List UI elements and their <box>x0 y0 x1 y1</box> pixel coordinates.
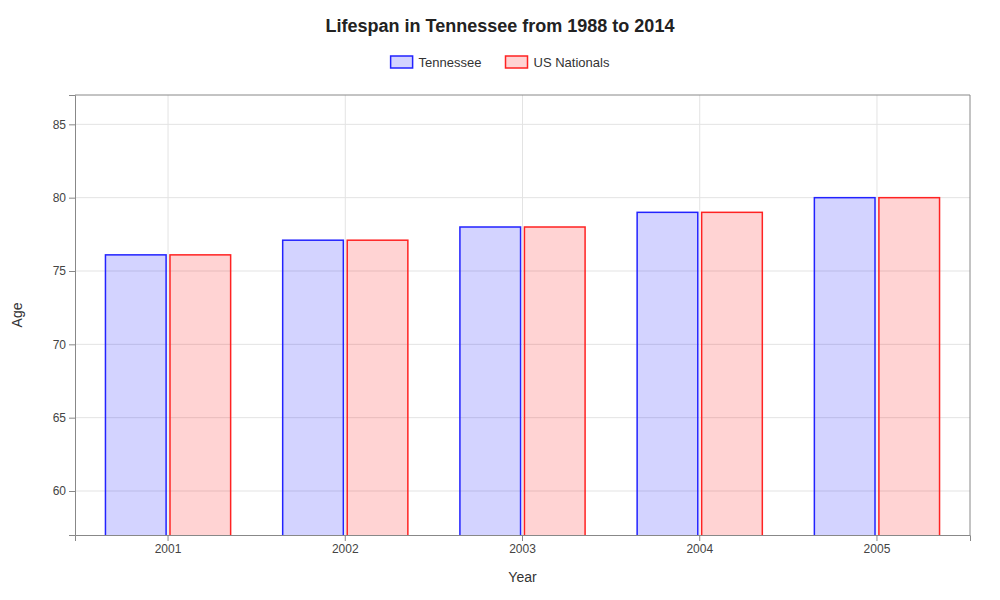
tick: 75 <box>53 264 75 278</box>
legend-swatch <box>391 56 413 68</box>
x-axis: 2001 2002 2003 2004 2005 <box>76 535 971 556</box>
bar <box>460 227 521 535</box>
axis-line <box>76 536 971 542</box>
tick-mark <box>522 535 523 541</box>
y-axis-title: Age <box>9 302 25 327</box>
grid-line <box>168 95 169 535</box>
tick-label: 2002 <box>332 542 359 556</box>
tick: 2002 <box>332 535 359 556</box>
tick-label: 70 <box>53 338 67 352</box>
grid-line <box>345 95 346 535</box>
grid-line <box>699 95 700 535</box>
bar <box>170 255 231 535</box>
bar <box>283 240 344 535</box>
bar <box>347 240 408 535</box>
y-axis: 60 65 70 75 80 85 <box>53 96 76 536</box>
series <box>170 198 940 535</box>
bar <box>105 255 166 535</box>
tick-mark <box>699 535 700 541</box>
tick: 85 <box>53 118 75 132</box>
title: Lifespan in Tennessee from 1988 to 2014 <box>326 16 675 36</box>
tick-label: 2003 <box>509 542 536 556</box>
chart: 60 65 70 75 80 85 2001 2002 2003 2004 2005 Year Age L… <box>0 0 1000 600</box>
tick-mark <box>69 344 75 345</box>
tick-label: 2001 <box>155 542 182 556</box>
tick: 60 <box>53 484 75 498</box>
legend: Tennessee US Nationals <box>391 55 610 70</box>
tick-label: 85 <box>53 118 67 132</box>
grid-line <box>522 95 523 535</box>
tick: 2005 <box>864 535 891 556</box>
bar <box>879 198 940 535</box>
tick-mark <box>168 535 169 541</box>
grid-line <box>876 95 877 535</box>
tick-mark <box>876 535 877 541</box>
axis-line <box>69 96 76 536</box>
plot: 60 65 70 75 80 85 2001 2002 2003 2004 2005 <box>53 95 971 600</box>
tick-mark <box>69 198 75 199</box>
tick: 2001 <box>155 535 182 556</box>
legend-item: Tennessee <box>391 55 482 70</box>
tick-label: 60 <box>53 484 67 498</box>
frame <box>75 95 970 96</box>
legend-item: US Nationals <box>506 55 610 70</box>
series <box>105 198 875 535</box>
bar <box>702 212 763 535</box>
tick: 2003 <box>509 535 536 556</box>
tick-label: 65 <box>53 411 67 425</box>
tick-mark <box>345 535 346 541</box>
bars <box>105 198 939 535</box>
legend-label: US Nationals <box>534 55 610 70</box>
tick-label: 2005 <box>864 542 891 556</box>
tick-label: 2004 <box>686 542 713 556</box>
tick-mark <box>69 418 75 419</box>
legend-label: Tennessee <box>419 55 482 70</box>
bar <box>814 198 875 535</box>
tick: 65 <box>53 411 75 425</box>
tick: 80 <box>53 191 75 205</box>
tick: 70 <box>53 338 75 352</box>
bar <box>637 212 698 535</box>
tick-mark <box>69 271 75 272</box>
x-axis-title: Year <box>508 569 537 585</box>
tick-label: 75 <box>53 264 67 278</box>
tick: 2004 <box>686 535 713 556</box>
tick-mark <box>69 124 75 125</box>
tick-label: 80 <box>53 191 67 205</box>
bar <box>524 227 585 535</box>
legend-swatch <box>506 56 528 68</box>
tick-mark <box>69 491 75 492</box>
frame <box>970 95 971 535</box>
